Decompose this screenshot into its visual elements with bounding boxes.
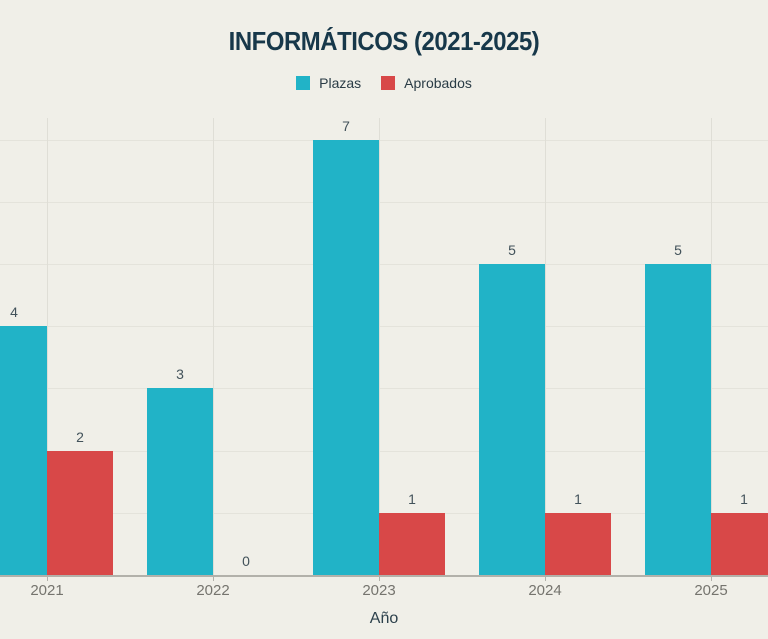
chart-title: INFORMÁTICOS (2021-2025) — [228, 26, 540, 56]
bar-value-label-aprobados-2023: 1 — [408, 490, 416, 507]
bar-value-label-plazas-2023: 7 — [342, 117, 350, 134]
x-axis-title: Año — [369, 610, 399, 627]
bar-aprobados-2021 — [47, 450, 113, 575]
bar-value-label-aprobados-2022: 0 — [242, 553, 250, 569]
legend-label: Plazas — [319, 75, 362, 91]
bar-value-label-plazas-2021: 4 — [10, 304, 18, 321]
legend-item-plazas[interactable]: Plazas — [296, 75, 361, 91]
bar-value-label-plazas-2022: 3 — [176, 366, 184, 383]
bar-value-label-plazas-2025: 5 — [674, 242, 682, 259]
gridline-h-3 — [0, 388, 768, 390]
bar-plazas-2022 — [147, 388, 213, 575]
legend-item-aprobados[interactable]: Aprobados — [381, 75, 472, 91]
gridline-v-2025 — [711, 118, 712, 575]
gridline-v-2024 — [545, 118, 546, 575]
bar-aprobados-2024 — [545, 512, 611, 575]
bar-value-label-aprobados-2025: 1 — [740, 490, 748, 507]
gridline-v-2021 — [47, 118, 48, 575]
gridline-h-2 — [0, 450, 768, 452]
x-axis-tick-2025 — [711, 577, 712, 581]
gridline-h-5 — [0, 264, 768, 266]
bar-plazas-2023 — [313, 139, 379, 575]
bar-aprobados-2023 — [379, 512, 445, 575]
bar-value-label-aprobados-2021: 2 — [76, 428, 84, 445]
gridline-h-6 — [0, 201, 768, 203]
bar-value-label-plazas-2024: 5 — [508, 242, 516, 259]
x-axis-tick-2023 — [379, 577, 380, 581]
bar-plazas-2021 — [0, 326, 47, 575]
bar-plazas-2024 — [479, 264, 545, 575]
gridline-v-2023 — [379, 118, 380, 575]
x-axis-tick-2021 — [47, 577, 48, 581]
x-axis-tick-2024 — [545, 577, 546, 581]
legend-label: Aprobados — [404, 75, 472, 91]
x-tick-label-2024: 2024 — [528, 582, 562, 599]
legend: Plazas Aprobados — [0, 75, 768, 91]
x-tick-label-2022: 2022 — [196, 582, 230, 599]
x-tick-label-2025: 2025 — [694, 582, 728, 599]
x-axis-tick-2022 — [213, 577, 214, 581]
x-axis-line — [0, 575, 768, 577]
bar-aprobados-2025 — [711, 512, 768, 575]
legend-swatch-plazas — [296, 76, 311, 90]
gridline-h-4 — [0, 326, 768, 328]
x-tick-label-2021: 2021 — [30, 582, 64, 599]
bar-value-label-aprobados-2024: 1 — [574, 490, 582, 507]
x-tick-label-2023: 2023 — [362, 582, 396, 599]
bar-plazas-2025 — [645, 264, 711, 575]
legend-swatch-aprobados — [381, 76, 396, 90]
gridline-v-2022 — [213, 118, 214, 575]
gridline-h-7 — [0, 139, 768, 141]
